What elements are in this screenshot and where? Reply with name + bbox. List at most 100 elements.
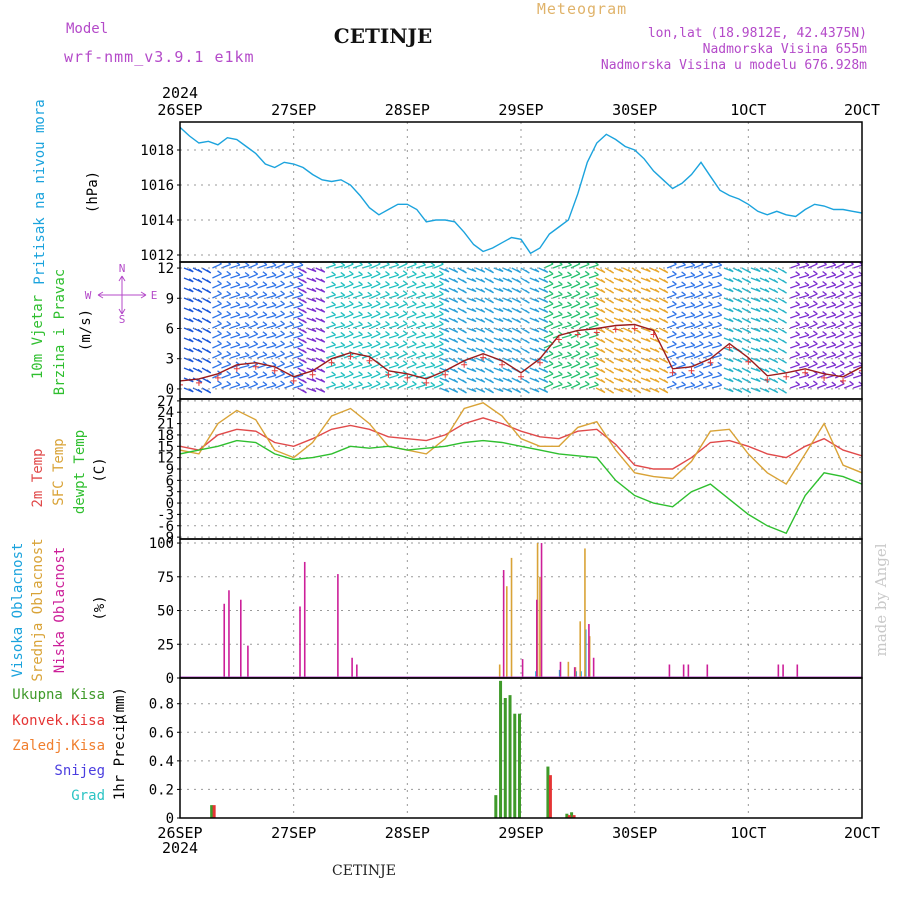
wind-arrow [406,303,417,309]
model-name: wrf-nmm_v3.9.1 e1km [64,48,255,66]
wind-arrow-head [462,319,467,324]
wind-arrow [816,383,827,389]
wind-arrow-head [438,350,444,355]
wind-arrow-head [737,328,743,333]
wind-arrow-head [280,360,285,365]
wind-arrow-head [831,351,837,356]
wind-arrow-head [764,358,770,363]
wind-arrow [325,324,336,329]
wind-arrow-head [728,288,734,293]
wind-arrow [693,343,704,349]
wind-arrow-head [728,338,734,343]
wind-arrow [284,343,295,349]
wind-arrow-head [444,268,450,273]
wind-arrow [552,283,563,289]
gust-marker [555,336,562,343]
wind-arrow-head [498,377,504,382]
wind-arrow-head [822,280,827,286]
wind-arrow-head [394,361,400,366]
wind-arrow-head [600,299,606,304]
wind-arrow-head [600,339,606,344]
pressure-ylabel: Pritisak na nivou mora [32,99,48,284]
footer-station: CETINJE [332,863,396,879]
wind-arrow-head [206,279,212,284]
wind-arrow-head [822,300,827,306]
wind-arrow [361,344,372,349]
wind-arrow [807,343,818,349]
wind-arrow-head [534,388,540,393]
gust-marker [442,371,449,378]
wind-arrow-head [430,311,436,316]
wind-arrow-head [188,358,194,363]
wind-arrow [275,283,285,289]
wind-arrow-head [812,340,818,345]
wind-arrow-head [812,270,818,275]
wind-arrow [415,364,426,369]
wind-arrow-head [543,288,549,293]
wind-arrow [221,333,231,339]
y-tick-label: 9 [166,291,174,307]
wind-arrow-head [746,279,752,284]
wind-arrow [543,313,554,319]
wind-arrow [221,373,231,379]
wind-arrow-head [708,351,713,356]
wind-arrow-head [367,301,373,306]
wind-arrow-head [411,310,417,315]
wind-arrow-head [609,319,615,324]
wind-arrow [799,354,810,359]
wind-arrow-head [358,321,363,326]
wind-arrow [790,264,800,269]
gust-marker [385,371,392,378]
wind-arrow-head [348,300,354,305]
cloud-unit: (%) [92,595,108,620]
wind-arrow-head [575,320,581,325]
wind-arrow [248,263,258,269]
tsfc-ylabel: SFC Temp [51,438,67,505]
wind-arrow-head [609,329,615,334]
wind-arrow-head [543,268,549,273]
gust-marker [366,357,373,364]
wind-arrow [543,363,554,369]
wind-arrow [675,284,686,289]
wind-arrow [352,294,363,299]
wind-arrow-head [627,318,633,323]
wind-arrow-head [839,360,845,365]
wind-arrow-head [812,360,818,365]
wind-arrow [579,303,590,309]
wind-arrow [248,353,258,359]
wind-arrow-head [340,321,346,326]
wind-arrow-head [548,310,554,315]
clouds-bar [536,599,538,678]
wind-arrow [352,374,363,379]
wind-arrow-head [849,350,854,355]
wind-arrow-head [302,359,307,364]
wind-arrow-head [298,271,304,276]
wind-arrow-head [298,341,304,346]
wind-arrow [853,284,862,289]
wind-arrow [406,323,417,329]
wind-arrow [693,353,704,359]
wind-arrow [415,344,426,349]
gust-marker [536,359,543,366]
wind-arrow-head [822,360,827,366]
wind-arrow [543,303,554,309]
wind-arrow-head [773,319,779,324]
wind-arrow [379,353,390,359]
wind-arrow-head [507,348,513,353]
wind-arrow-head [822,310,827,316]
wind-arrow [816,313,827,319]
wind-arrow [579,263,590,269]
wind-arrow-head [489,329,494,334]
wind-arrow-head [671,340,677,345]
wind-arrow [293,264,304,269]
wind-arrow [711,264,722,269]
wind-arrow-head [385,300,390,306]
clouds-bar [592,657,595,678]
wind-arrow-head [755,267,761,273]
wind-arrow-head [411,290,417,295]
wind-arrow-head [453,388,459,393]
wind-arrow [702,324,713,329]
wind-arrow-head [600,269,606,274]
wind-arrow-head [253,310,259,315]
y-tick-label: 0.4 [149,754,174,770]
